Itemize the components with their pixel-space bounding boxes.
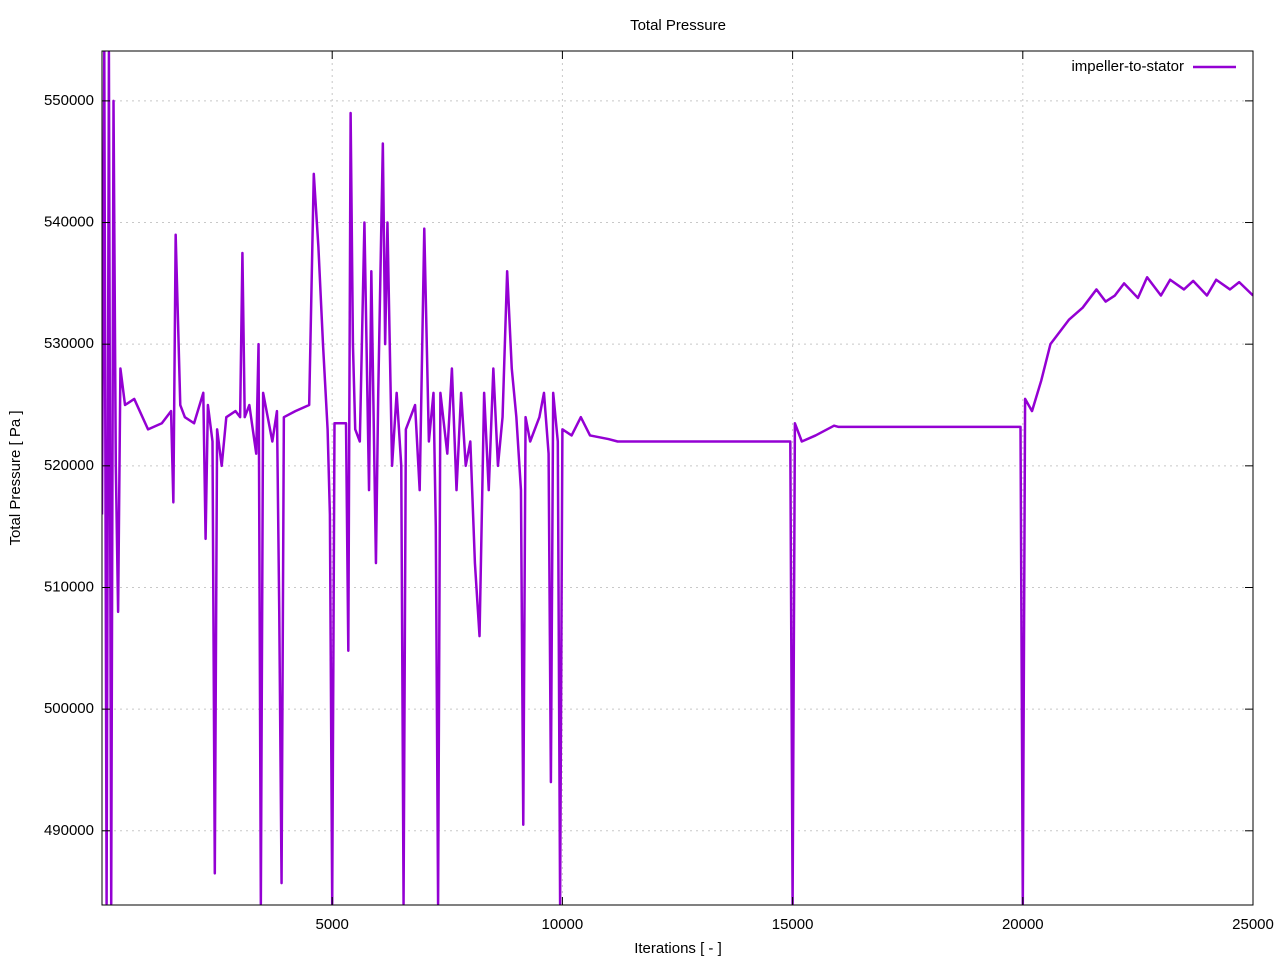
x-axis-label: Iterations [ - ] xyxy=(634,940,722,957)
y-tick-label: 490000 xyxy=(44,822,94,839)
y-tick-label: 520000 xyxy=(44,457,94,474)
grid xyxy=(102,51,1254,905)
y-tick-label: 530000 xyxy=(44,335,94,352)
x-tick-label: 25000 xyxy=(1232,916,1274,933)
plot-frame xyxy=(101,50,1254,906)
y-tick-label: 550000 xyxy=(44,92,94,109)
x-tick-label: 15000 xyxy=(772,916,814,933)
x-tick-label: 20000 xyxy=(1002,916,1044,933)
x-tick-label: 5000 xyxy=(316,916,349,933)
legend-label: impeller-to-stator xyxy=(1071,58,1184,75)
y-tick-label: 540000 xyxy=(44,213,94,230)
plot-area xyxy=(102,51,1253,905)
y-axis-label: Total Pressure [ Pa ] xyxy=(7,410,24,545)
y-tick-label: 510000 xyxy=(44,578,94,595)
chart-title: Total Pressure xyxy=(630,17,726,34)
x-tick-label: 10000 xyxy=(542,916,584,933)
y-tick-label: 500000 xyxy=(44,700,94,717)
series-line xyxy=(102,51,1253,905)
